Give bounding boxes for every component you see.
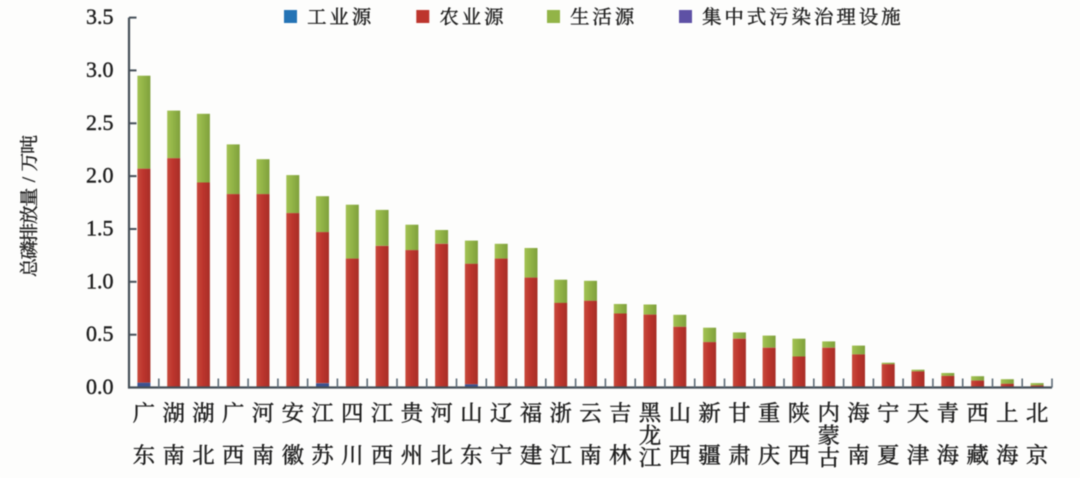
svg-text:1.5: 1.5	[86, 216, 114, 241]
svg-text:1.0: 1.0	[86, 268, 114, 293]
svg-text:2.5: 2.5	[86, 110, 114, 135]
svg-text:2.0: 2.0	[86, 163, 114, 188]
svg-text:0.0: 0.0	[86, 374, 114, 399]
svg-text:3.5: 3.5	[86, 4, 114, 29]
svg-text:3.0: 3.0	[86, 57, 114, 82]
svg-text:0.5: 0.5	[86, 321, 114, 346]
svg-text:/: /	[19, 176, 40, 182]
